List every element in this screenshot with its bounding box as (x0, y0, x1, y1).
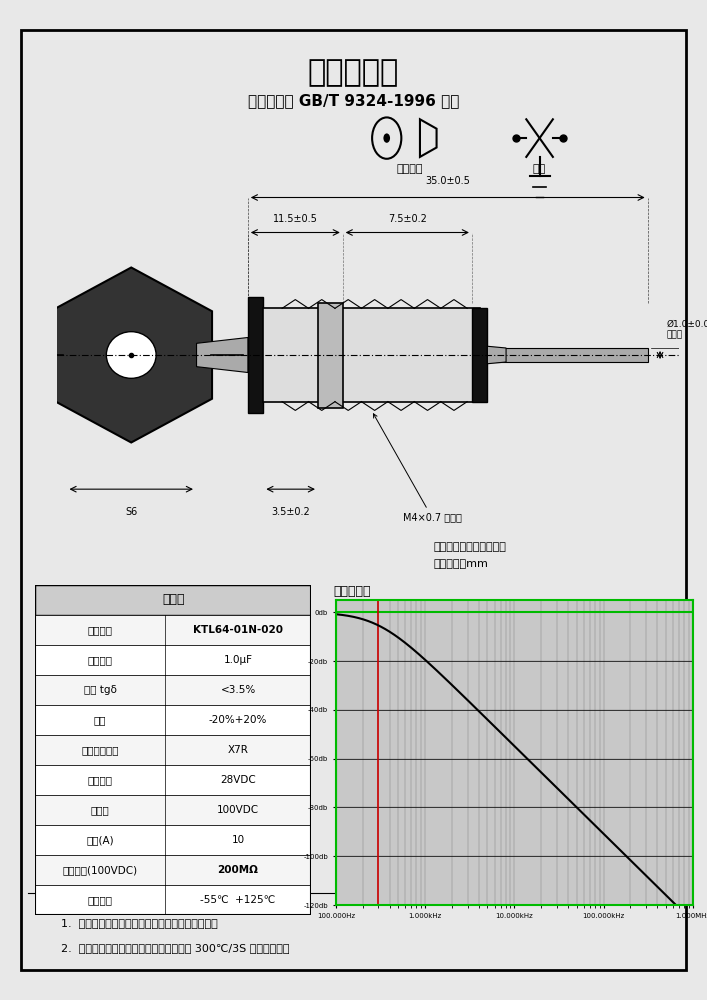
Text: KTL64-01N-020: KTL64-01N-020 (193, 625, 283, 635)
Text: 温度范围: 温度范围 (88, 895, 112, 905)
Text: Ø1.0±0.05
铜镀银: Ø1.0±0.05 铜镀银 (666, 320, 707, 339)
Bar (35, 705, 311, 735)
Circle shape (106, 332, 156, 378)
Bar (35, 675, 311, 705)
Text: 安装方向: 安装方向 (397, 164, 423, 174)
Bar (248, 297, 264, 413)
Text: 电性能: 电性能 (162, 593, 185, 606)
Text: 额定电压: 额定电压 (88, 775, 112, 785)
Text: M4×0.7 铜镀镍: M4×0.7 铜镀镍 (373, 414, 462, 522)
Text: 11.5±0.5: 11.5±0.5 (273, 214, 317, 224)
Text: 电路: 电路 (533, 164, 547, 174)
Text: 电容器符合 GB/T 9324-1996 标准: 电容器符合 GB/T 9324-1996 标准 (248, 93, 459, 108)
Text: 产品编号: 产品编号 (88, 625, 112, 635)
Bar (35, 735, 311, 765)
Circle shape (383, 133, 390, 143)
Bar (35, 825, 311, 855)
Text: 模拟曲线：: 模拟曲线： (334, 585, 371, 598)
Text: 1.0μF: 1.0μF (223, 655, 252, 665)
Text: S6: S6 (125, 507, 137, 517)
Text: 静电容量: 静电容量 (88, 655, 112, 665)
Text: 绝缘电阻(100VDC): 绝缘电阻(100VDC) (63, 865, 138, 875)
Bar (35, 585, 311, 615)
Text: 28VDC: 28VDC (220, 775, 256, 785)
Text: 电流(A): 电流(A) (86, 835, 114, 845)
Bar (35, 645, 311, 675)
Text: 2.  建议采用恒温洛铁焊接电容引线，按照 300℃/3S 的方式焊接。: 2. 建议采用恒温洛铁焊接电容引线，按照 300℃/3S 的方式焊接。 (61, 943, 290, 953)
Text: 10: 10 (231, 835, 245, 845)
Bar (318, 302, 343, 408)
Bar (35, 885, 311, 915)
Text: 3.5±0.2: 3.5±0.2 (271, 507, 310, 517)
Polygon shape (487, 346, 506, 364)
Text: X7R: X7R (228, 745, 248, 755)
Bar (35, 765, 311, 795)
Text: 此图为生产和检验依据，
尺寸单位：mm: 此图为生产和检验依据， 尺寸单位：mm (433, 542, 506, 569)
Text: 损耗 tgδ: 损耗 tgδ (83, 685, 117, 695)
Text: <3.5%: <3.5% (221, 685, 256, 695)
Text: 7.5±0.2: 7.5±0.2 (388, 214, 427, 224)
Text: 100VDC: 100VDC (217, 805, 259, 815)
Bar (35, 855, 311, 885)
Polygon shape (197, 338, 248, 372)
Bar (35, 795, 311, 825)
Bar (35, 615, 311, 645)
Polygon shape (50, 267, 212, 442)
Text: -55℃  +125℃: -55℃ +125℃ (200, 895, 276, 905)
Bar (264, 308, 479, 402)
Text: 1.  严禁采用过度暴力的方式安装电容或敲击电容。: 1. 严禁采用过度暴力的方式安装电容或敲击电容。 (61, 918, 218, 928)
Text: 材料温度特性: 材料温度特性 (81, 745, 119, 755)
Text: 精度: 精度 (94, 715, 106, 725)
Text: 35.0±0.5: 35.0±0.5 (426, 176, 470, 186)
Text: -20%+20%: -20%+20% (209, 715, 267, 725)
Text: 耐电压: 耐电压 (90, 805, 110, 815)
Bar (472, 308, 487, 402)
Bar (487, 348, 648, 362)
Text: 产品参数图: 产品参数图 (308, 58, 399, 87)
Text: 200MΩ: 200MΩ (218, 865, 259, 875)
Text: 注意事项：: 注意事项： (54, 898, 90, 911)
